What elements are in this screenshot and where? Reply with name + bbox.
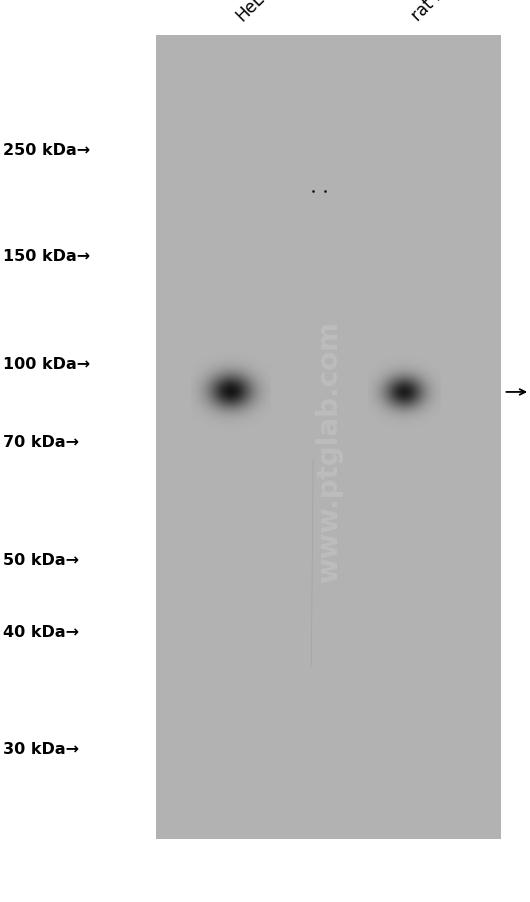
Text: www.ptglab.com: www.ptglab.com	[315, 320, 342, 582]
Text: 50 kDa→: 50 kDa→	[3, 552, 78, 567]
Text: 30 kDa→: 30 kDa→	[3, 741, 78, 757]
Text: 100 kDa→: 100 kDa→	[3, 356, 90, 371]
Text: 40 kDa→: 40 kDa→	[3, 624, 78, 640]
Text: rat heart: rat heart	[408, 0, 472, 25]
Text: 70 kDa→: 70 kDa→	[3, 435, 78, 450]
Bar	[156, 36, 501, 839]
Text: HeLa: HeLa	[232, 0, 275, 25]
Text: 150 kDa→: 150 kDa→	[3, 249, 90, 263]
Text: 250 kDa→: 250 kDa→	[3, 143, 90, 158]
